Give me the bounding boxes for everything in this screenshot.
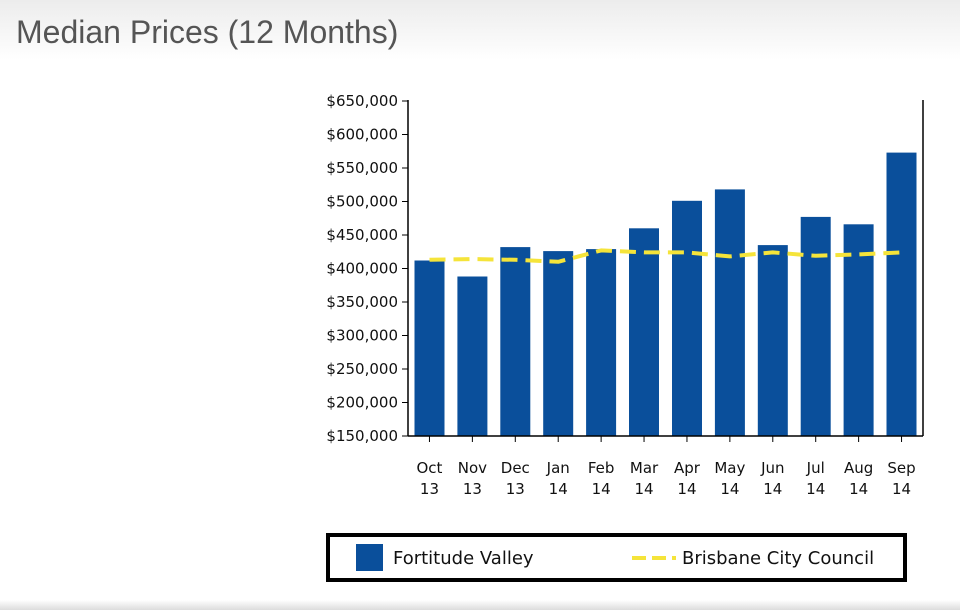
x-tick-label-month: Mar — [630, 459, 659, 477]
x-tick-label-month: Feb — [588, 459, 615, 477]
legend: Fortitude Valley Brisbane City Council — [326, 533, 907, 582]
bar-series-layer — [414, 152, 917, 436]
y-tick-label: $350,000 — [326, 293, 398, 311]
x-tick-label-year: 14 — [720, 480, 739, 498]
x-tick-label-year: 13 — [420, 480, 439, 498]
series-line-brisbane-city-council — [429, 248, 902, 264]
legend-label-line: Brisbane City Council — [682, 548, 874, 569]
line-series-layer — [429, 248, 902, 264]
x-tick-label-month: Apr — [674, 459, 701, 477]
x-tick-label-month: Jan — [546, 459, 570, 477]
x-tick-label-year: 14 — [892, 480, 911, 498]
bar-jun-14 — [757, 245, 788, 436]
y-tick-label: $400,000 — [326, 260, 398, 278]
legend-box — [326, 533, 907, 582]
y-tick-label: $450,000 — [326, 226, 398, 244]
bar-apr-14 — [672, 200, 702, 436]
x-tick-label-year: 14 — [806, 480, 825, 498]
y-tick-label: $650,000 — [326, 92, 398, 110]
bar-aug-14 — [843, 224, 874, 436]
y-tick-label: $500,000 — [326, 193, 398, 211]
x-tick-label-year: 14 — [763, 480, 782, 498]
x-tick-label-year: 14 — [549, 480, 568, 498]
bar-nov-13 — [457, 276, 488, 436]
x-tick-label-year: 13 — [506, 480, 525, 498]
x-tick-label-month: Aug — [844, 459, 873, 477]
x-tick-label-month: Jul — [806, 459, 825, 477]
x-tick-label-month: Nov — [458, 459, 487, 477]
bar-jan-14 — [543, 251, 574, 436]
y-tick-label: $300,000 — [326, 327, 398, 345]
x-tick-label-month: Oct — [416, 459, 442, 477]
x-tick-label-month: May — [714, 459, 745, 477]
bar-dec-13 — [500, 247, 531, 436]
bar-oct-13 — [414, 260, 445, 436]
y-tick-label: $600,000 — [326, 126, 398, 144]
y-tick-label: $550,000 — [326, 159, 398, 177]
x-tick-label-year: 14 — [592, 480, 611, 498]
y-tick-label: $200,000 — [326, 394, 398, 412]
bar-mar-14 — [629, 228, 659, 436]
bar-sep-14 — [886, 152, 917, 436]
bar-feb-14 — [586, 249, 617, 436]
x-tick-label-year: 14 — [849, 480, 868, 498]
x-tick-label-year: 14 — [677, 480, 696, 498]
bar-may-14 — [714, 189, 745, 436]
page-title: Median Prices (12 Months) — [16, 14, 399, 50]
bar-jul-14 — [800, 216, 831, 436]
x-tick-label-month: Sep — [887, 459, 915, 477]
x-tick-label-year: 14 — [634, 480, 653, 498]
y-tick-label: $150,000 — [326, 427, 398, 445]
x-tick-label-year: 13 — [463, 480, 482, 498]
legend-swatch-bar — [356, 544, 383, 571]
legend-label-bar: Fortitude Valley — [393, 548, 534, 569]
axes-layer: $650,000 $600,000 $550,000 $500,000 $450,000… — [326, 92, 924, 498]
x-tick-label-month: Jun — [760, 459, 784, 477]
x-tick-label-month: Dec — [501, 459, 530, 477]
y-tick-label: $250,000 — [326, 360, 398, 378]
